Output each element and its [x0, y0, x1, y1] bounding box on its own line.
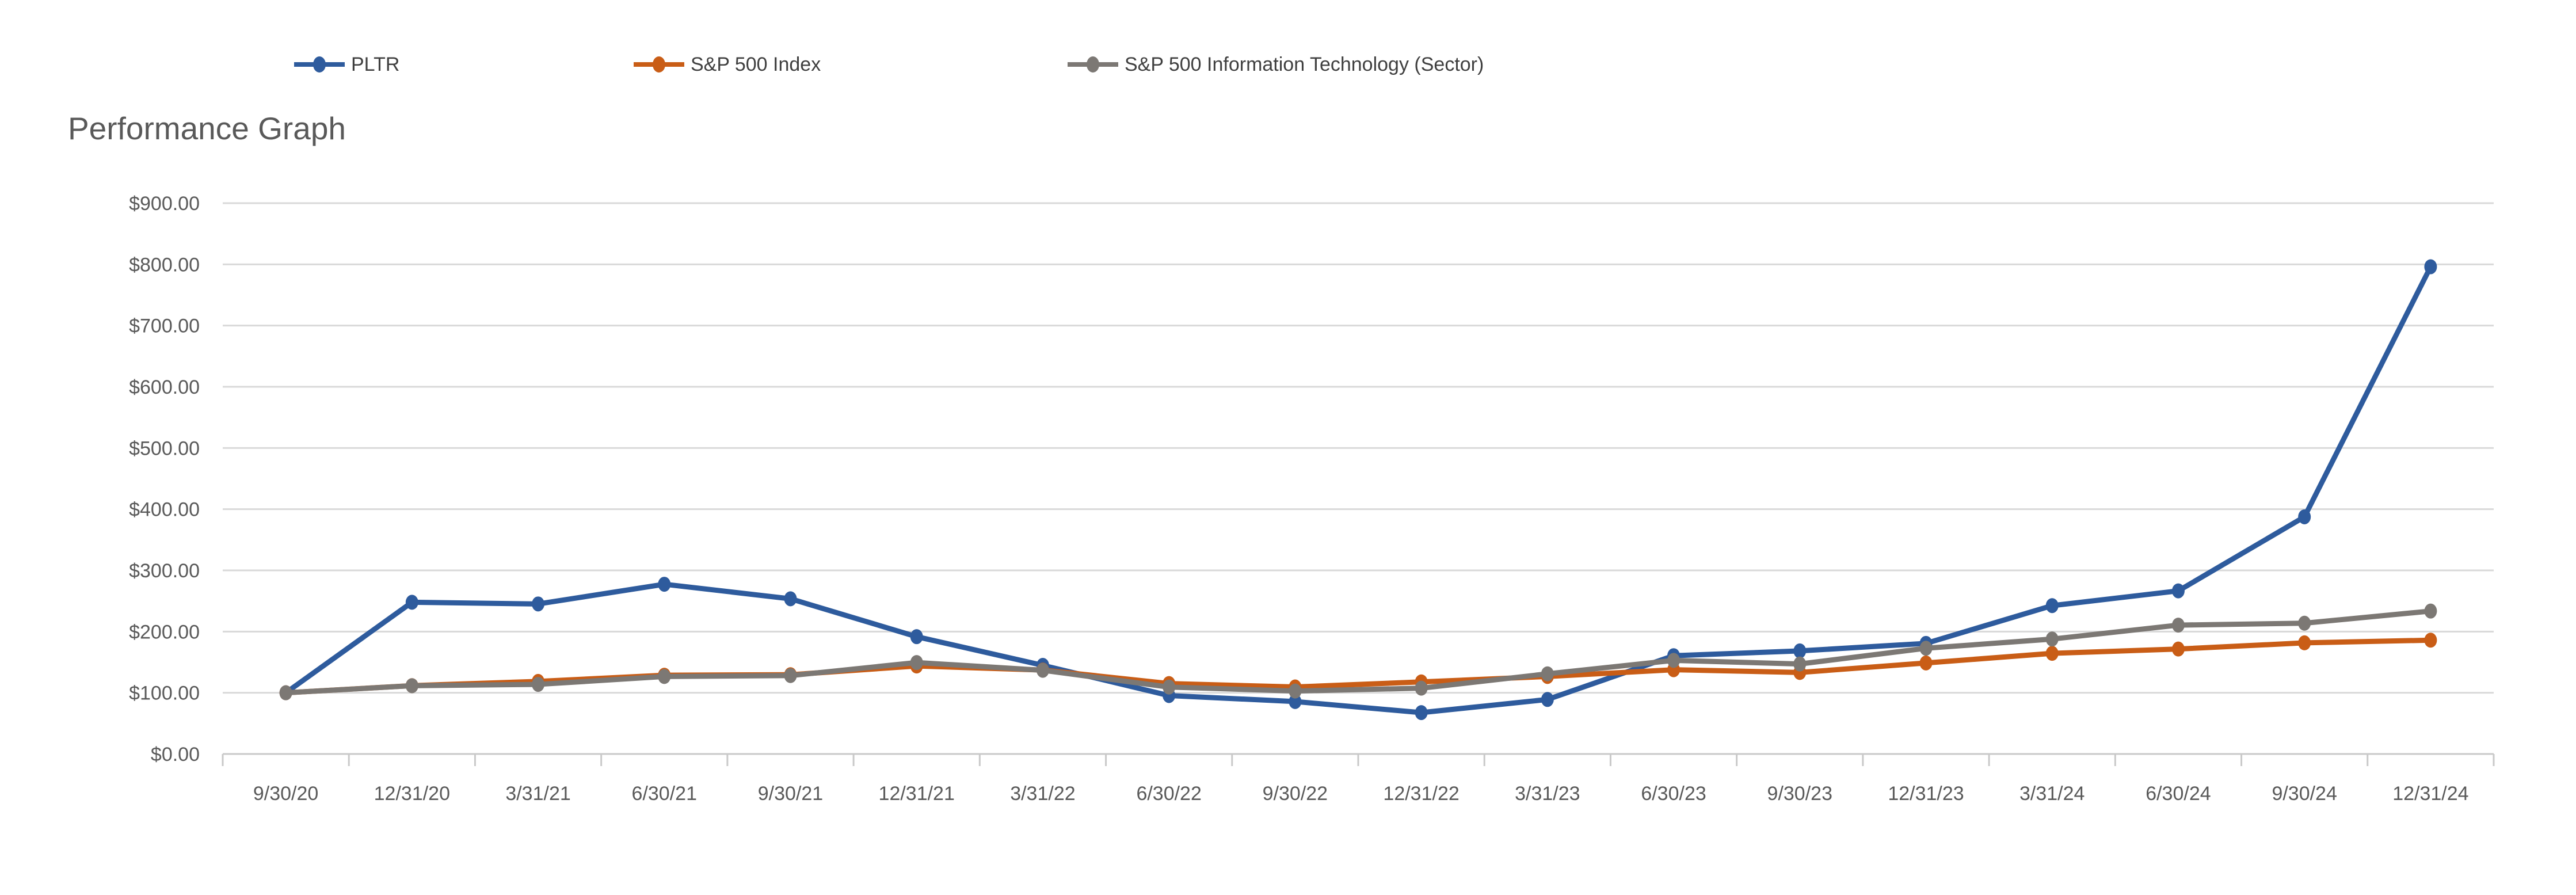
- x-axis-label: 9/30/21: [758, 783, 823, 805]
- x-axis-label: 3/31/22: [1010, 783, 1075, 805]
- data-point: [1793, 656, 1807, 672]
- data-point: [2171, 583, 2185, 599]
- y-axis-label: $500.00: [129, 437, 200, 459]
- data-point: [658, 577, 671, 592]
- sp500-line-marker-icon: [634, 56, 684, 73]
- data-point: [910, 655, 923, 671]
- x-axis-label: 3/31/21: [505, 783, 570, 805]
- data-point: [2424, 603, 2437, 619]
- data-point: [532, 677, 545, 692]
- legend-label-pltr: PLTR: [351, 53, 400, 75]
- y-axis-label: $600.00: [129, 376, 200, 398]
- data-point: [2171, 618, 2185, 633]
- data-point: [784, 668, 797, 683]
- legend-item-pltr: PLTR: [294, 53, 399, 76]
- x-axis-label: 6/30/21: [632, 783, 697, 805]
- data-point: [1289, 683, 1302, 699]
- sp500-it-line-marker-icon: [1068, 56, 1118, 73]
- data-point: [1163, 679, 1176, 695]
- data-point: [2298, 615, 2311, 631]
- x-axis-label: 12/31/24: [2392, 783, 2468, 805]
- data-point: [405, 595, 418, 610]
- data-point: [2171, 641, 2185, 657]
- data-point: [2045, 598, 2059, 614]
- x-axis-label: 6/30/23: [1641, 783, 1706, 805]
- data-point: [2298, 635, 2311, 650]
- x-axis-label: 6/30/22: [1136, 783, 1201, 805]
- x-axis-label: 9/30/24: [2272, 783, 2337, 805]
- data-point: [1415, 680, 1428, 696]
- data-point: [1036, 662, 1049, 678]
- x-axis-label: 3/31/23: [1515, 783, 1580, 805]
- y-axis-label: $800.00: [129, 254, 200, 276]
- data-point: [2424, 259, 2437, 275]
- y-axis-label: $0.00: [151, 744, 200, 765]
- x-axis-label: 6/30/24: [2146, 783, 2211, 805]
- data-point: [1541, 692, 1554, 707]
- y-axis-label: $200.00: [129, 621, 200, 643]
- x-axis-label: 12/31/22: [1383, 783, 1459, 805]
- legend-label-sp500: S&P 500 Index: [691, 53, 821, 75]
- x-axis-label: 12/31/21: [879, 783, 955, 805]
- data-point: [658, 669, 671, 684]
- data-point: [1541, 666, 1554, 681]
- y-axis-label: $300.00: [129, 560, 200, 582]
- x-axis-label: 9/30/20: [253, 783, 318, 805]
- data-point: [1919, 641, 1933, 656]
- data-point: [1667, 653, 1681, 668]
- series-line-0: [283, 264, 2433, 715]
- y-axis-label: $100.00: [129, 683, 200, 704]
- data-point: [1919, 655, 1933, 671]
- data-point: [2424, 633, 2437, 648]
- legend-item-sp500-it-sector: S&P 500 Information Technology (Sector): [1067, 53, 1484, 76]
- x-axis-label: 12/31/20: [374, 783, 450, 805]
- data-point: [405, 678, 418, 694]
- pltr-line-marker-icon: [294, 56, 345, 73]
- data-point: [2045, 646, 2059, 661]
- data-point: [2045, 631, 2059, 647]
- legend-label-sp500-it-sector: S&P 500 Information Technology (Sector): [1125, 53, 1484, 75]
- data-point: [1793, 643, 1807, 658]
- x-axis-label: 9/30/22: [1263, 783, 1328, 805]
- series-line-2: [283, 608, 2433, 696]
- y-axis-label: $900.00: [129, 193, 200, 215]
- x-axis-label: 9/30/23: [1767, 783, 1832, 805]
- data-point: [279, 685, 292, 700]
- data-point: [532, 596, 545, 612]
- x-axis-label: 12/31/23: [1888, 783, 1964, 805]
- data-point: [1415, 705, 1428, 721]
- data-point: [2298, 509, 2311, 524]
- y-axis-label: $700.00: [129, 315, 200, 337]
- data-point: [1289, 694, 1302, 709]
- x-axis-label: 3/31/24: [2019, 783, 2085, 805]
- data-point: [784, 591, 797, 607]
- data-point: [910, 629, 923, 645]
- series-line-1: [283, 637, 2433, 696]
- y-axis-label: $400.00: [129, 499, 200, 521]
- chart-title: Performance Graph: [68, 111, 346, 146]
- legend-item-sp500: S&P 500 Index: [633, 53, 821, 76]
